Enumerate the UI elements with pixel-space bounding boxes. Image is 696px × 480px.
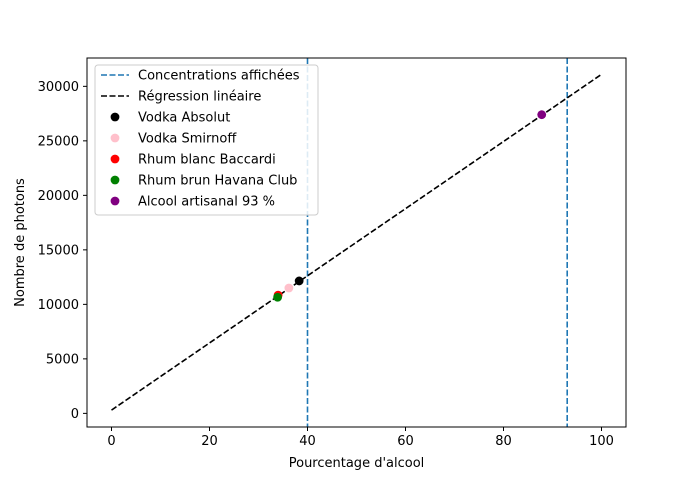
legend-label-6: Alcool artisanal 93 % <box>138 195 275 210</box>
axes-frame <box>86 57 627 428</box>
legend-box <box>94 64 319 216</box>
y-tick-label-4: 20000 <box>38 189 79 204</box>
y-tick-label-1: 5000 <box>46 352 79 367</box>
x-tick-label-5: 100 <box>589 434 614 449</box>
regression-line <box>111 73 602 411</box>
data-point-0 <box>294 276 304 286</box>
legend-label-0: Concentrations affichées <box>138 69 300 84</box>
y-tick-label-3: 15000 <box>38 243 79 258</box>
legend-label-2: Vodka Absolut <box>138 111 230 126</box>
y-tick-label-2: 10000 <box>38 298 79 313</box>
x-tick-label-1: 20 <box>201 434 218 449</box>
legend-swatch-6 <box>110 196 120 206</box>
legend-label-4: Rhum blanc Baccardi <box>138 153 276 168</box>
y-axis-label: Nombre de photons <box>13 178 28 307</box>
legend-label-1: Régression linéaire <box>138 90 261 105</box>
y-tick-label-0: 0 <box>71 407 79 422</box>
y-tick-label-5: 25000 <box>38 134 79 149</box>
data-point-4 <box>537 110 547 120</box>
legend: Concentrations affichées Régression linéa… <box>94 64 319 216</box>
legend-swatch-2 <box>110 112 120 122</box>
data-point-3 <box>273 292 283 302</box>
x-tick-label-0: 0 <box>107 434 115 449</box>
x-tick-label-3: 60 <box>397 434 414 449</box>
legend-swatch-3 <box>110 133 120 143</box>
data-point-1 <box>284 283 294 293</box>
legend-swatch-5 <box>110 175 120 185</box>
x-tick-label-4: 80 <box>495 434 512 449</box>
x-tick-label-2: 40 <box>299 434 316 449</box>
legend-label-5: Rhum brun Havana Club <box>138 174 297 189</box>
y-tick-label-6: 30000 <box>38 80 79 95</box>
legend-swatch-4 <box>110 154 120 164</box>
axis-ticks: 0 20 40 60 80 100 0 5000 10000 15000 20000 25000 300… <box>38 80 614 449</box>
x-axis-label: Pourcentage d'alcool <box>289 456 425 471</box>
legend-label-3: Vodka Smirnoff <box>138 132 237 147</box>
